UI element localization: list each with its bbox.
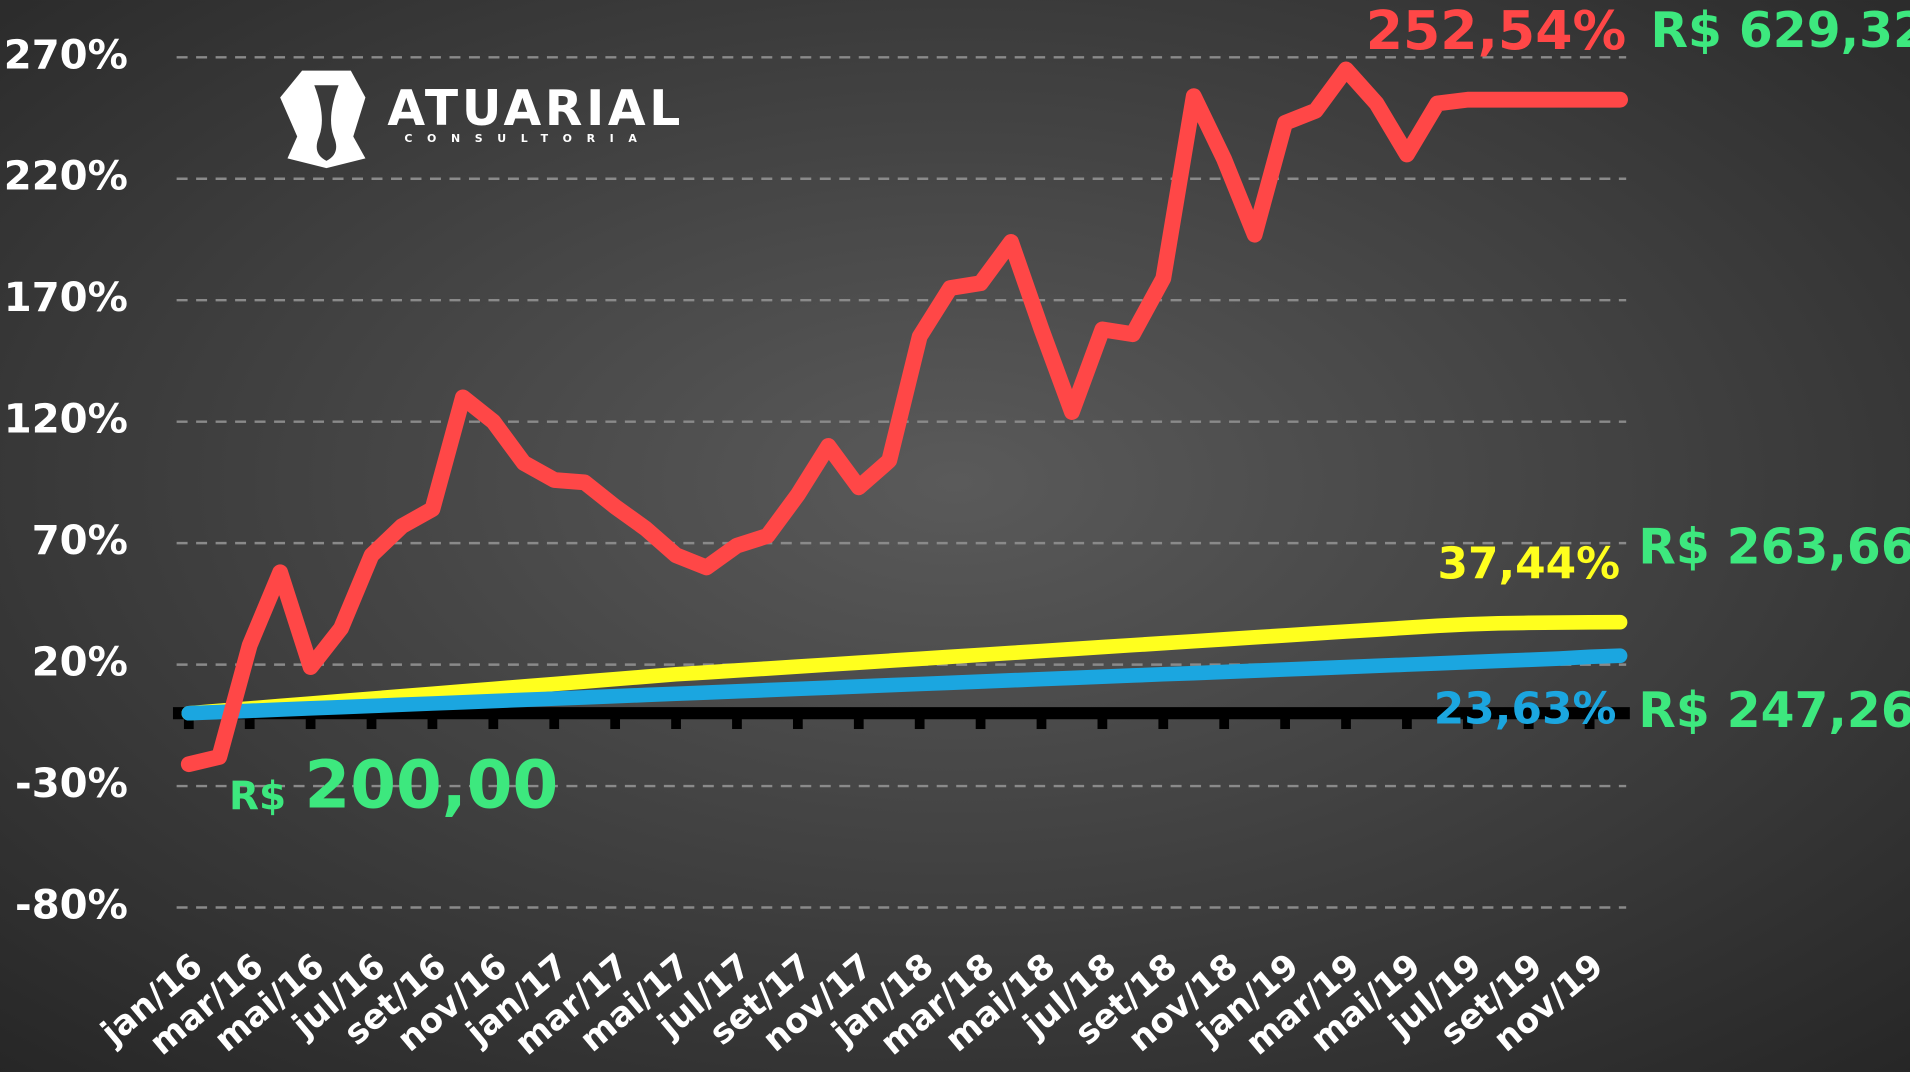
annotation: 200,00 (305, 746, 559, 823)
logo-hourglass (314, 85, 339, 161)
baseline-tick (1097, 718, 1108, 730)
baseline-tick (1584, 718, 1595, 730)
baseline-tick (1036, 718, 1047, 730)
baseline-tick (732, 718, 742, 730)
series-line (180, 61, 1629, 773)
baseline-tick (1402, 718, 1412, 730)
annotation: R$ (229, 775, 286, 820)
baseline-tick (975, 718, 986, 730)
baseline-tick (1341, 718, 1351, 730)
y-tick-label: 220% (4, 154, 128, 200)
y-tick-label: 270% (4, 32, 128, 78)
annotation: R$ 629,32 (1651, 3, 1910, 59)
y-tick-label: -30% (15, 761, 128, 807)
series-line (181, 614, 1628, 721)
annotation: 252,54% (1366, 0, 1626, 62)
baseline-tick (1158, 718, 1169, 730)
annotation: R$ 263,66 (1638, 520, 1910, 576)
series-line (181, 648, 1628, 721)
baseline-tick (610, 718, 621, 730)
logo: ATUARIAL CONSULTORIA (280, 70, 684, 169)
baseline-tick (244, 718, 255, 730)
baseline-tick (671, 718, 681, 730)
y-tick-label: -80% (15, 883, 128, 929)
annotation: 37,44% (1437, 538, 1620, 589)
y-tick-label: 20% (32, 640, 128, 686)
baseline-tick (1219, 718, 1230, 730)
baseline-tick (1280, 718, 1290, 730)
y-tick-label: 70% (32, 518, 128, 564)
baseline-tick (183, 718, 194, 730)
baseline-tick (305, 718, 316, 730)
baseline-tick (853, 718, 864, 730)
logo-name: ATUARIAL (387, 81, 684, 137)
baseline-tick (1523, 718, 1534, 730)
logo-tagline: CONSULTORIA (404, 132, 651, 145)
baseline-tick (366, 718, 377, 730)
y-tick-label: 170% (4, 275, 128, 321)
y-tick-label: 120% (4, 397, 128, 443)
baseline-tick (1462, 718, 1473, 730)
baseline-tick (427, 718, 438, 730)
annotation: 23,63% (1434, 683, 1617, 734)
baseline-tick (549, 718, 560, 730)
baseline-tick (914, 718, 925, 730)
annotation: R$ 247,26 (1638, 683, 1910, 739)
baseline-tick (488, 718, 499, 730)
baseline-tick (792, 718, 803, 730)
